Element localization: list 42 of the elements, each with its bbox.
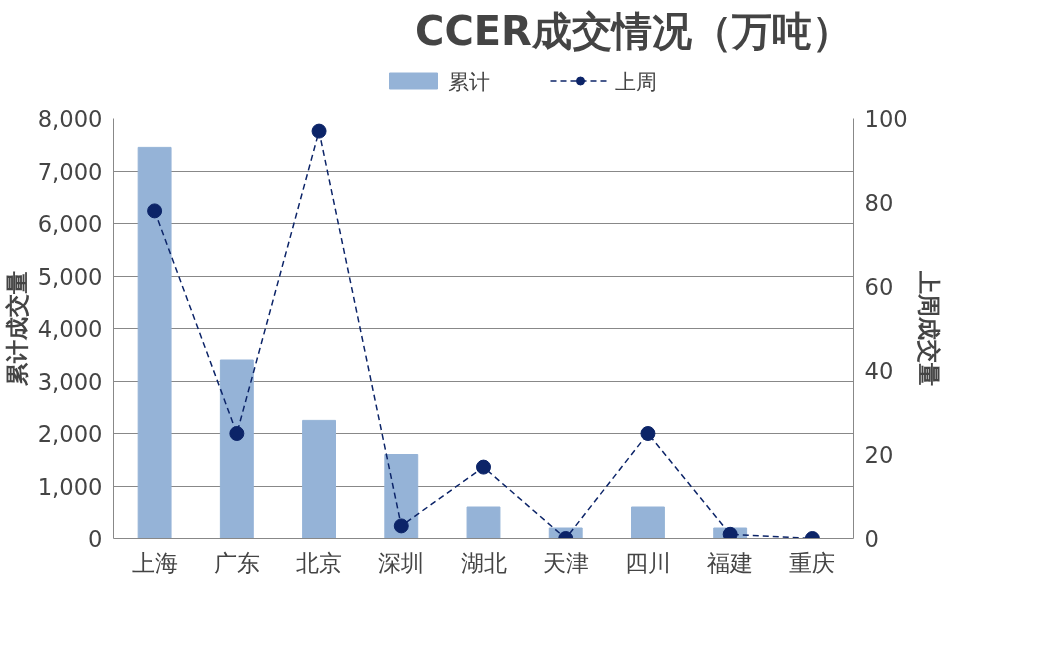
y-tick-label: 3,000 bbox=[37, 368, 103, 395]
y-tick-label: 5,000 bbox=[37, 263, 103, 290]
x-tick-label: 广东 bbox=[213, 549, 260, 576]
y-tick-label: 2,000 bbox=[37, 421, 103, 447]
legend-label: 上周 bbox=[615, 67, 657, 95]
x-tick-label: 湖北 bbox=[460, 549, 507, 576]
y2-axis-title: 上周成交量 bbox=[915, 270, 942, 386]
y-axis-title: 累计成交量 bbox=[3, 271, 30, 387]
x-tick-label: 福建 bbox=[707, 549, 754, 576]
y2-tick-label: 40 bbox=[864, 358, 894, 384]
point bbox=[476, 459, 491, 475]
bar bbox=[302, 419, 336, 539]
bar bbox=[466, 506, 501, 539]
y-tick-label: 8,000 bbox=[37, 106, 103, 132]
x-tick-label: 重庆 bbox=[789, 549, 836, 576]
legend-label: 累计 bbox=[448, 67, 490, 95]
y-tick-label: 0 bbox=[88, 526, 103, 552]
point bbox=[722, 526, 738, 539]
y-tick-label: 4,000 bbox=[37, 316, 103, 342]
chart-title: CCER成交情况（万吨） bbox=[415, 7, 852, 54]
bar bbox=[219, 359, 254, 539]
bar bbox=[137, 146, 172, 539]
y-tick-label: 7,000 bbox=[37, 158, 103, 185]
point bbox=[311, 123, 327, 139]
y-tick-label: 1,000 bbox=[37, 473, 103, 500]
y2-tick-label: 20 bbox=[864, 442, 894, 468]
y2-tick-label: 60 bbox=[864, 274, 894, 300]
x-tick-label: 四川 bbox=[624, 549, 671, 576]
point bbox=[393, 518, 409, 534]
y2-tick-label: 80 bbox=[864, 190, 894, 216]
y2-tick-label: 0 bbox=[864, 526, 879, 552]
x-tick-label: 北京 bbox=[296, 549, 343, 576]
bar bbox=[384, 454, 419, 539]
x-tick-label: 天津 bbox=[542, 549, 589, 576]
x-tick-label: 上海 bbox=[131, 549, 178, 576]
point bbox=[229, 426, 245, 441]
point bbox=[640, 426, 656, 441]
bar bbox=[631, 506, 665, 539]
y-tick-label: 6,000 bbox=[37, 211, 103, 237]
x-tick-label: 深圳 bbox=[378, 549, 425, 576]
y2-tick-label: 100 bbox=[864, 106, 908, 132]
point bbox=[147, 203, 163, 219]
